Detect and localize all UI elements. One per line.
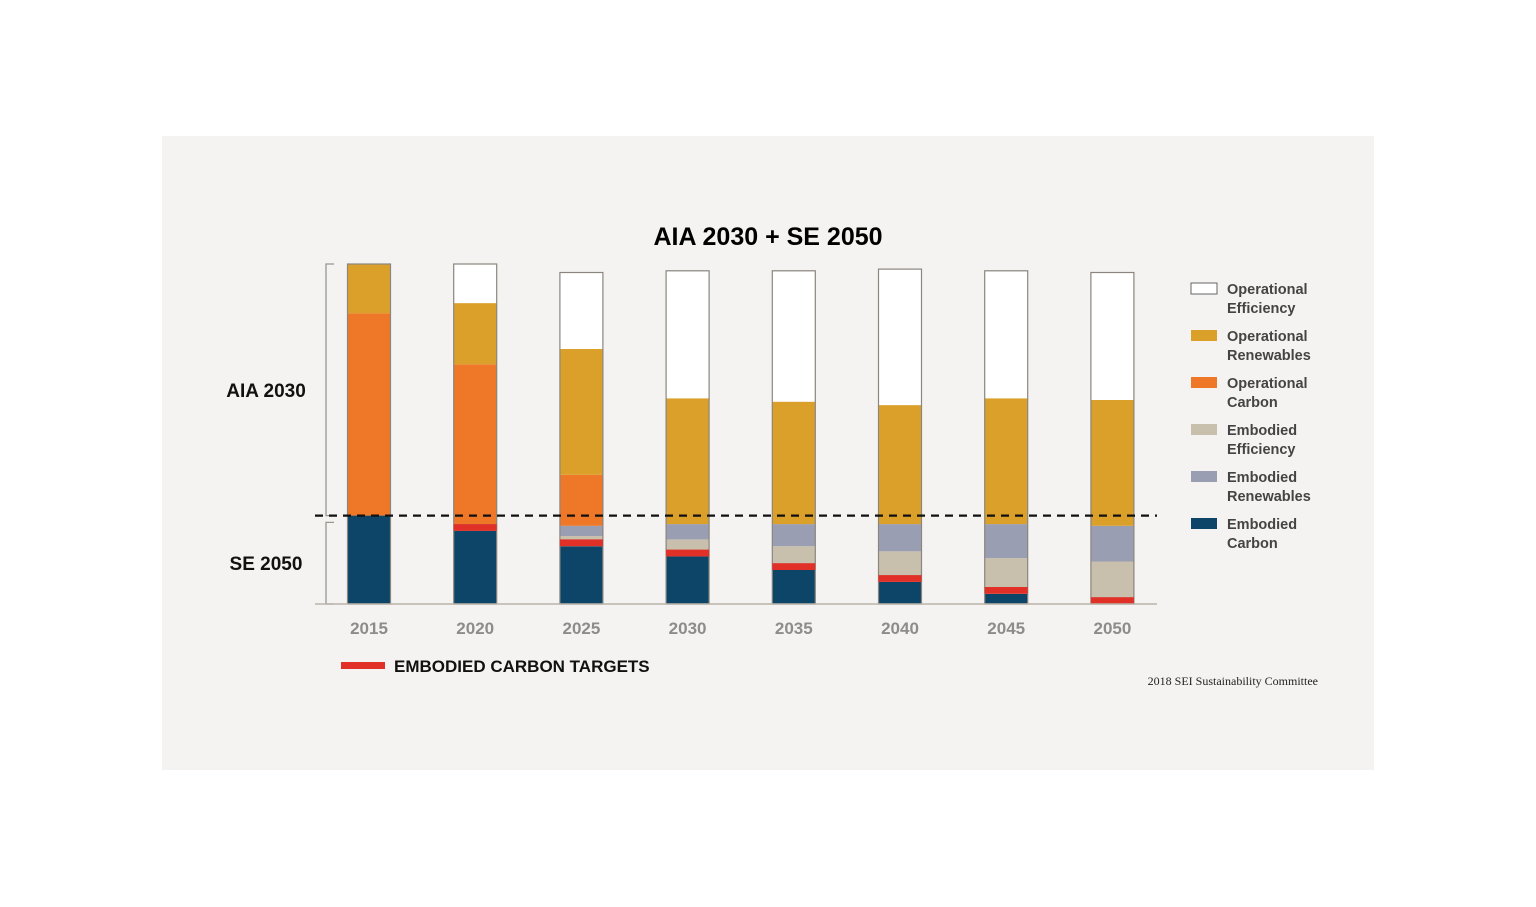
legend-label-line2: Efficiency — [1227, 442, 1296, 458]
bar-segment-embodied-carbon-2030 — [666, 556, 710, 604]
bar-segment-embodied-carbon-2045 — [984, 593, 1028, 604]
bar-segment-embodied-renewables-2050 — [1090, 525, 1134, 562]
bar-segment-operational-renewables-2025 — [559, 349, 603, 475]
target-mark-2025 — [559, 539, 603, 547]
bracket-se-2050 — [325, 521, 334, 605]
bar-segment-operational-efficiency-2045 — [984, 270, 1028, 399]
bar-segment-embodied-renewables-2045 — [984, 524, 1028, 559]
target-mark-2035 — [772, 563, 816, 570]
legend-label-line1: Operational — [1227, 329, 1308, 345]
legend-label-line1: Embodied — [1227, 470, 1297, 486]
legend-swatch-operational-carbon — [1191, 377, 1217, 388]
target-mark-2030 — [666, 549, 710, 557]
bar-segment-embodied-carbon-2020 — [453, 530, 497, 604]
target-mark-2020 — [453, 524, 497, 531]
target-mark-2050 — [1090, 597, 1134, 604]
target-mark-2045 — [984, 587, 1028, 594]
bracket-label-aia-2030: AIA 2030 — [226, 381, 306, 402]
bar-segment-operational-renewables-2035 — [772, 401, 816, 525]
legend-label-line2: Renewables — [1227, 348, 1311, 364]
bar-segment-embodied-renewables-2040 — [878, 524, 922, 552]
bar-segment-embodied-renewables-2030 — [666, 524, 710, 540]
x-ticks-group: 2015 2020 2025 2030 2035 2040 2045 2050 — [350, 619, 1131, 638]
x-tick-label-2015: 2015 — [350, 619, 388, 638]
target-mark-2040 — [878, 575, 922, 582]
legend-swatch-embodied-renewables — [1191, 471, 1217, 482]
bar-segment-operational-efficiency-2050 — [1090, 272, 1134, 400]
x-tick-label-2045: 2045 — [987, 619, 1025, 638]
legend-swatch-embodied-carbon — [1191, 518, 1217, 529]
bar-segment-embodied-renewables-2035 — [772, 524, 816, 547]
legend-label-line2: Carbon — [1227, 536, 1278, 552]
bar-segment-operational-renewables-2050 — [1090, 400, 1134, 526]
legend-swatch-operational-renewables — [1191, 330, 1217, 341]
legend-label-line2: Efficiency — [1227, 301, 1296, 317]
legend-label-line1: Operational — [1227, 376, 1308, 392]
x-tick-label-2020: 2020 — [456, 619, 494, 638]
bar-segment-operational-efficiency-2030 — [666, 270, 710, 399]
x-tick-label-2025: 2025 — [562, 619, 600, 638]
bar-segment-embodied-efficiency-2050 — [1090, 561, 1134, 604]
legend-label-line1: Operational — [1227, 282, 1308, 298]
x-tick-label-2050: 2050 — [1093, 619, 1131, 638]
chart-panel: AIA 2030 + SE 2050 AIA 2030 SE 2050 2015 2… — [162, 136, 1374, 770]
bar-segment-operational-renewables-2015 — [347, 264, 391, 314]
targets-legend-label: EMBODIED CARBON TARGETS — [394, 657, 650, 676]
bar-segment-embodied-carbon-2040 — [878, 581, 922, 604]
x-tick-label-2040: 2040 — [881, 619, 919, 638]
bar-segment-operational-efficiency-2025 — [559, 272, 603, 349]
bar-segment-operational-renewables-2040 — [878, 405, 922, 525]
targets-legend-swatch — [341, 662, 385, 669]
chart-title: AIA 2030 + SE 2050 — [653, 223, 882, 251]
legend-label-line1: Embodied — [1227, 517, 1297, 533]
bar-segment-operational-carbon-2015 — [347, 313, 391, 516]
bar-segment-operational-renewables-2020 — [453, 303, 497, 365]
bar-segment-embodied-carbon-2025 — [559, 546, 603, 604]
bar-segment-operational-carbon-2020 — [453, 364, 497, 525]
legend: Operational Efficiency Operational Renewabl… — [1190, 282, 1311, 552]
bar-segment-embodied-carbon-2035 — [772, 570, 816, 604]
bracket-group: AIA 2030 SE 2050 — [226, 263, 334, 605]
targets-group — [453, 524, 1134, 604]
legend-label-line2: Carbon — [1227, 395, 1278, 411]
x-tick-label-2035: 2035 — [775, 619, 813, 638]
bar-segment-operational-efficiency-2035 — [772, 270, 816, 402]
bar-segment-operational-carbon-2025 — [559, 474, 603, 526]
bracket-label-se-2050: SE 2050 — [230, 554, 303, 575]
bar-segment-operational-efficiency-2020 — [453, 264, 497, 304]
legend-label-line2: Renewables — [1227, 489, 1311, 505]
bar-segment-operational-efficiency-2040 — [878, 269, 922, 406]
bracket-aia-2030 — [325, 263, 334, 517]
bar-segment-embodied-renewables-2025 — [559, 525, 603, 536]
bar-segment-operational-renewables-2045 — [984, 398, 1028, 525]
bars-group — [346, 263, 1135, 605]
legend-swatch-embodied-efficiency — [1191, 424, 1217, 435]
bar-segment-operational-renewables-2030 — [666, 398, 710, 525]
credit-text: 2018 SEI Sustainability Committee — [1148, 674, 1318, 688]
bar-segment-embodied-carbon-2015 — [347, 515, 391, 604]
x-tick-label-2030: 2030 — [669, 619, 707, 638]
legend-label-line1: Embodied — [1227, 423, 1297, 439]
legend-swatch-operational-efficiency — [1190, 282, 1218, 295]
